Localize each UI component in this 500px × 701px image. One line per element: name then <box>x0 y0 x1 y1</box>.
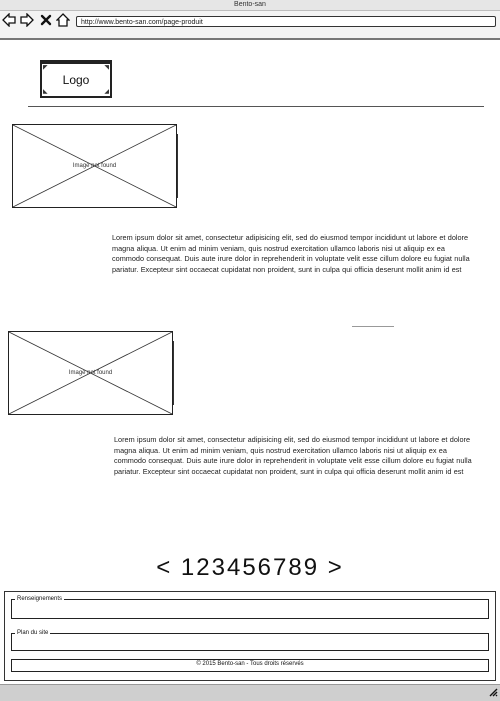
pagination: < 123456789 > <box>0 555 500 581</box>
footer-plan-label[interactable]: Plan du site <box>15 630 51 637</box>
logo-text: Logo <box>62 73 90 87</box>
footer-renseignements-label[interactable]: Renseignements <box>15 596 65 603</box>
page-link[interactable]: 9 <box>303 554 320 581</box>
broken-image-icon <box>13 125 176 207</box>
footer-renseignements-box <box>11 599 489 619</box>
pagination-prev[interactable]: < <box>156 554 173 581</box>
footer: Renseignements Plan du site © 2015 Bento… <box>4 591 496 681</box>
page-link[interactable]: 3 <box>211 554 227 581</box>
section-divider <box>352 326 394 327</box>
corner-mark-icon: ◤ <box>43 65 48 71</box>
page-link[interactable]: 1 <box>180 554 197 581</box>
corner-mark-icon: ◣ <box>43 89 48 95</box>
copyright-text: © 2015 Bento-san - Tous droits réservés <box>196 661 304 667</box>
image-placeholder-label: Image not found <box>72 163 117 169</box>
image-placeholder-label: Image not found <box>68 370 113 376</box>
image-placeholder: Image not found <box>12 124 177 208</box>
page-link[interactable]: 4 <box>226 554 243 581</box>
section-text: Lorem ipsum dolor sit amet, consectetur … <box>112 233 470 274</box>
page-link[interactable]: 5 <box>242 554 258 581</box>
corner-mark-icon: ◢ <box>104 89 109 95</box>
back-arrow-icon[interactable] <box>2 13 16 27</box>
forward-arrow-icon[interactable] <box>20 13 34 27</box>
image-placeholder: Image not found <box>8 331 173 415</box>
scroll-indicator <box>177 134 178 198</box>
header-divider <box>28 106 484 107</box>
page-link[interactable]: 2 <box>196 554 212 581</box>
browser-toolbar: http://www.bento-san.com/page-produit <box>0 11 500 40</box>
resize-grip-icon[interactable] <box>488 687 498 697</box>
corner-mark-icon: ◥ <box>104 65 109 71</box>
footer-copyright-box: © 2015 Bento-san - Tous droits réservés <box>11 659 489 672</box>
scroll-indicator <box>173 341 174 405</box>
page-link[interactable]: 6 <box>257 554 274 581</box>
page-link[interactable]: 8 <box>288 554 304 581</box>
pagination-next[interactable]: > <box>327 554 344 581</box>
footer-plan-box <box>11 633 489 651</box>
logo[interactable]: ◤ ◥ ◣ ◢ Logo <box>40 60 112 98</box>
window-bottom-bar <box>0 684 500 701</box>
broken-image-icon <box>9 332 172 414</box>
page-link[interactable]: 7 <box>273 554 289 581</box>
close-icon[interactable] <box>40 13 52 27</box>
home-icon[interactable] <box>56 13 70 27</box>
window-title: Bento-san <box>234 1 266 8</box>
section-text: Lorem ipsum dolor sit amet, consectetur … <box>114 435 472 476</box>
address-bar[interactable]: http://www.bento-san.com/page-produit <box>76 16 496 27</box>
window-title-bar: Bento-san <box>0 0 500 11</box>
